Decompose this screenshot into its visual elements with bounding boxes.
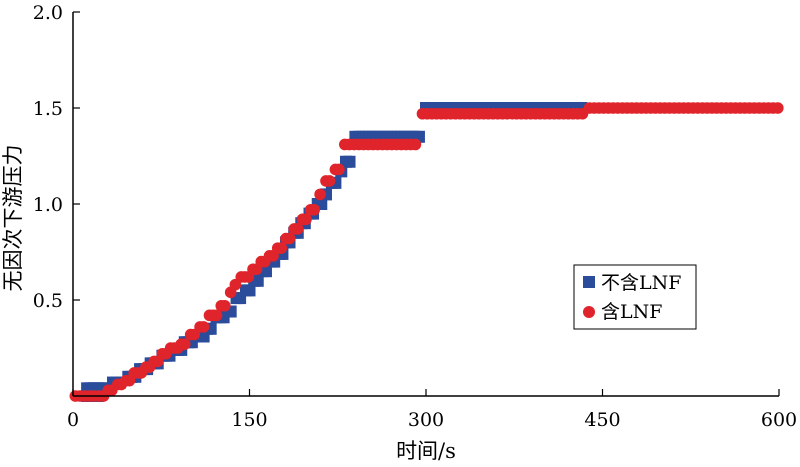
data-point-circle bbox=[291, 223, 304, 235]
legend-label-series-2: 含LNF bbox=[601, 301, 662, 323]
x-tick-label: 150 bbox=[231, 409, 267, 431]
data-point-square bbox=[251, 274, 264, 287]
data-point-circle bbox=[178, 338, 191, 350]
series-layer bbox=[69, 102, 784, 402]
data-point-square bbox=[259, 265, 272, 278]
data-point-circle bbox=[772, 102, 784, 114]
legend-marker-circle bbox=[583, 306, 595, 318]
data-point-circle bbox=[218, 299, 231, 312]
data-point-circle bbox=[314, 188, 326, 201]
legend-marker-square bbox=[583, 276, 595, 288]
y-tick-label: 1.0 bbox=[33, 194, 63, 216]
data-point-circle bbox=[323, 175, 336, 187]
data-point-circle bbox=[275, 242, 288, 254]
legend-box bbox=[573, 264, 697, 330]
legend-label-series-1: 不含LNF bbox=[601, 272, 681, 294]
legend: 不含LNF 含LNF bbox=[573, 264, 697, 330]
data-point-circle bbox=[409, 138, 422, 151]
data-point-square bbox=[276, 247, 289, 260]
x-tick-label: 450 bbox=[584, 409, 620, 431]
y-axis-title: 无因次下游压力 bbox=[1, 145, 25, 292]
data-point-circle bbox=[333, 163, 345, 176]
data-point-circle bbox=[300, 213, 312, 226]
series-2 bbox=[69, 102, 784, 402]
data-point-circle bbox=[197, 321, 210, 333]
y-tick-label: 0.5 bbox=[33, 290, 63, 312]
x-tick-label: 600 bbox=[761, 409, 797, 431]
data-point-square bbox=[243, 284, 256, 297]
ticks-layer: 0 150 300 450 600 0.5 1.0 1.5 2.0 bbox=[33, 2, 797, 431]
y-tick-label: 1.5 bbox=[33, 98, 63, 120]
x-tick-label: 0 bbox=[67, 409, 79, 431]
x-axis-title: 时间/s bbox=[396, 439, 456, 463]
data-point-circle bbox=[308, 203, 321, 216]
data-point-circle bbox=[210, 309, 223, 322]
y-tick-label: 2.0 bbox=[33, 2, 63, 24]
x-tick-label: 300 bbox=[408, 409, 444, 431]
data-point-square bbox=[343, 155, 356, 168]
data-point-circle bbox=[283, 232, 296, 245]
